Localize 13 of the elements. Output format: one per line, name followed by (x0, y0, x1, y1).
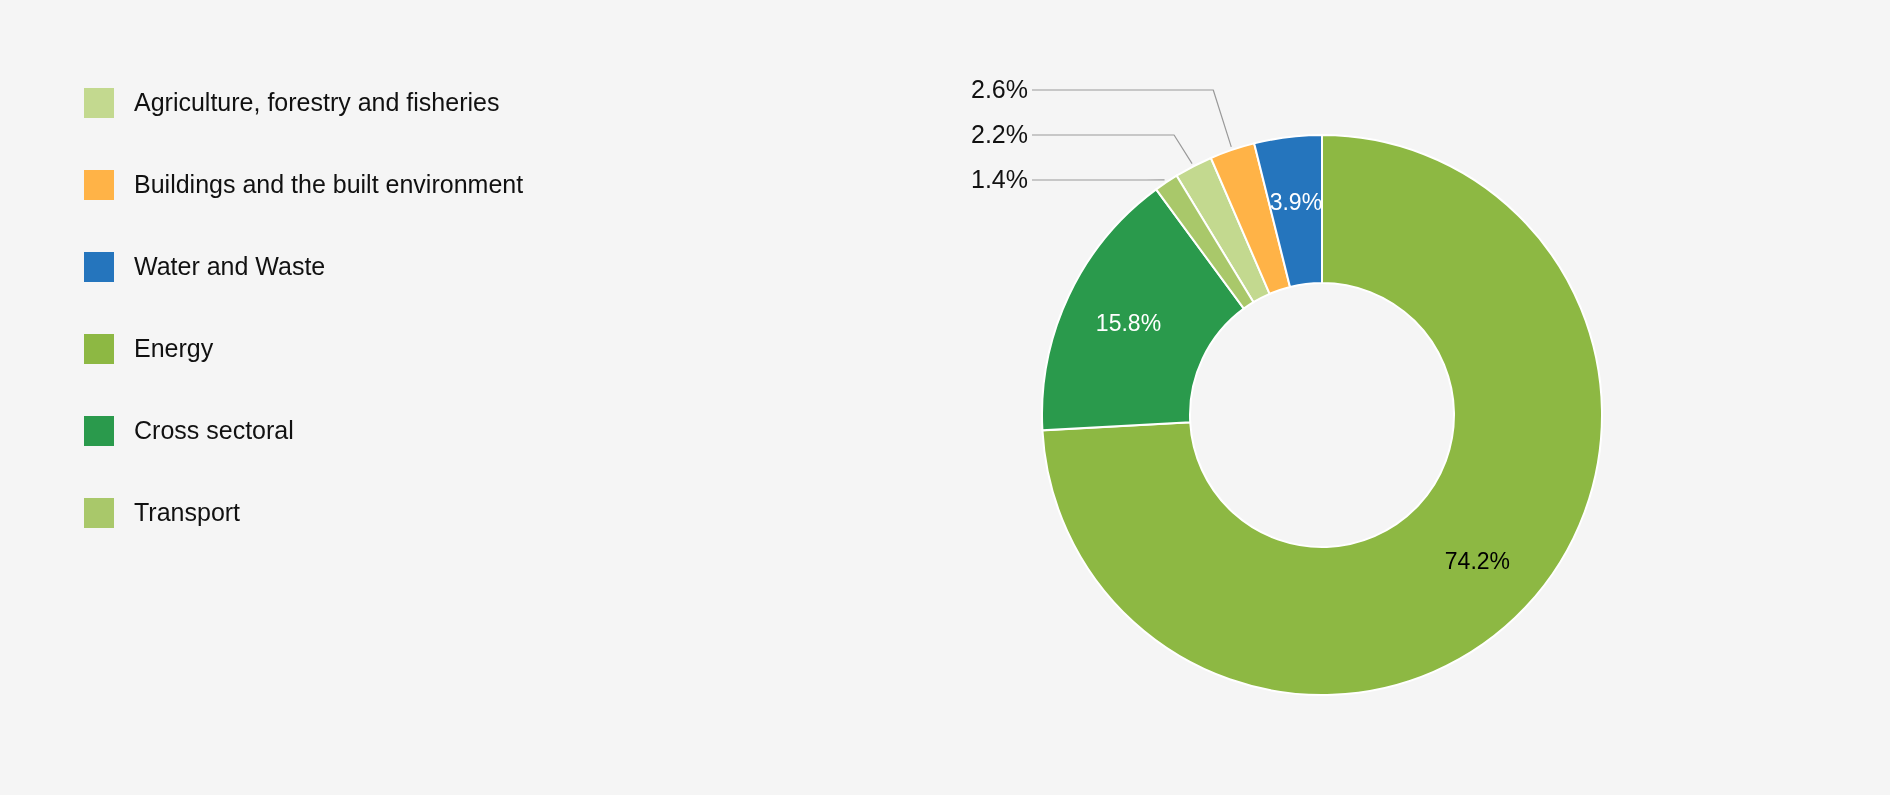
data-label: 15.8% (1095, 309, 1162, 336)
data-label: 2.2% (971, 120, 1028, 148)
data-label: 1.4% (971, 165, 1028, 193)
data-label: 74.2% (1444, 548, 1511, 575)
donut-slice (1041, 134, 1603, 696)
legend-label: Water and Waste (134, 252, 326, 280)
data-label: 3.9% (1269, 188, 1323, 215)
legend-label: Buildings and the built environment (134, 170, 524, 198)
data-label: 2.6% (971, 75, 1028, 103)
legend-label: Cross sectoral (134, 416, 294, 444)
legend-label: Transport (134, 498, 241, 526)
legend-label: Agriculture, forestry and fisheries (134, 88, 500, 116)
legend-label: Energy (134, 334, 214, 362)
